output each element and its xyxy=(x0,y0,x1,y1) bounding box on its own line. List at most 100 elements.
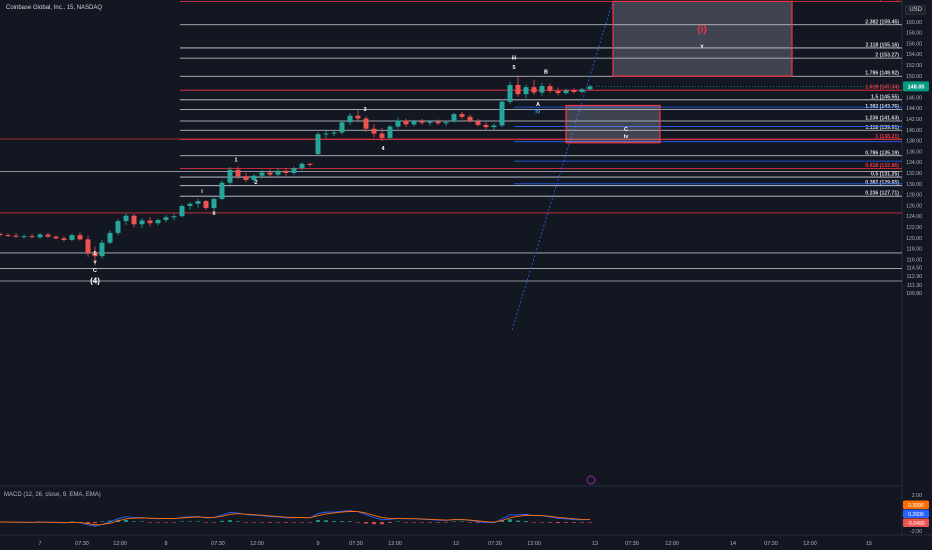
candle-body xyxy=(139,220,145,225)
wave-label[interactable]: iii xyxy=(512,56,517,62)
wave-label[interactable]: (i) xyxy=(697,25,706,36)
candle-body xyxy=(291,168,297,173)
candle-body xyxy=(219,182,225,199)
candle-body xyxy=(307,163,313,165)
macd-histogram-bar xyxy=(372,522,376,525)
wave-label[interactable]: ii xyxy=(212,211,216,217)
time-tick-label: 12:00 xyxy=(665,541,679,547)
candle-body xyxy=(85,239,91,253)
target-boxes[interactable] xyxy=(565,0,793,144)
macd-pane: 2.00 -2.00 0.3096 0.2606 -0.0490 xyxy=(0,493,929,535)
fib-level-label: 2.382 (159.45) xyxy=(865,19,899,25)
wave-iv-zone[interactable] xyxy=(565,104,661,144)
wave-label[interactable]: A xyxy=(536,102,540,108)
candle-body xyxy=(515,84,521,95)
fib-level-label: 2.618 (163.78) xyxy=(865,0,899,2)
candle-body xyxy=(347,115,353,123)
price-tick-label: 136.00 xyxy=(906,149,922,155)
candle-body xyxy=(179,205,185,217)
candle-body xyxy=(195,201,201,204)
candle-body xyxy=(131,215,137,225)
price-tick-label: 118.00 xyxy=(907,247,923,253)
time-tick-label: 9 xyxy=(317,541,320,547)
trend-line[interactable] xyxy=(511,3,613,331)
currency-button[interactable]: USD xyxy=(905,5,926,15)
wave-label[interactable]: C xyxy=(93,268,97,274)
macd-histogram-bar xyxy=(412,522,416,523)
macd-histogram-bar xyxy=(452,521,456,522)
wave-label[interactable]: C xyxy=(624,127,628,133)
candle-body xyxy=(355,115,361,119)
candle-body xyxy=(29,236,35,238)
macd-histogram-bar xyxy=(444,522,448,523)
time-tick-label: 12:00 xyxy=(250,541,264,547)
wave-label[interactable]: 5 xyxy=(512,65,515,71)
fib-level-label: 1.618 (147.34) xyxy=(865,85,899,91)
wave-label[interactable]: iv xyxy=(624,134,630,140)
macd-histogram-bar xyxy=(580,522,584,523)
macd-histogram-bar xyxy=(284,522,288,523)
fib-level-label: 1.236 (141.63) xyxy=(865,115,899,121)
candle-body xyxy=(163,217,169,220)
candle-body xyxy=(259,172,265,176)
candle-body xyxy=(467,116,473,122)
last-price-badge[interactable] xyxy=(903,81,929,92)
wave-label[interactable]: 4 xyxy=(381,146,385,152)
price-tick-label: 122.00 xyxy=(906,225,922,231)
candle-body xyxy=(579,89,585,92)
fib-extension[interactable]: 2.618 (163.78) 2.382 (159.45) 2.118 (155.1… xyxy=(0,0,902,331)
candle-body xyxy=(475,121,481,125)
macd-histogram-bar xyxy=(332,521,336,522)
price-axis[interactable]: 160.00 158.00 156.00 154.00 152.00 150.00 148.… xyxy=(596,20,929,297)
candle-body xyxy=(451,114,457,122)
macd-histogram-bar xyxy=(156,522,160,523)
fib-level-label: 1.786 (149.92) xyxy=(865,71,899,77)
wave-label[interactable]: IV xyxy=(535,110,541,116)
price-tick-label: 120.00 xyxy=(906,236,922,242)
price-tick-label: 156.00 xyxy=(906,41,922,47)
wave-label[interactable]: (4) xyxy=(90,277,100,286)
macd-histogram-bar xyxy=(500,520,504,522)
candle-body xyxy=(323,133,329,135)
wave-label[interactable]: v xyxy=(93,260,97,266)
macd-histogram-bar xyxy=(86,522,90,524)
macd-histogram-bar xyxy=(196,521,200,522)
price-tick-label: 144.00 xyxy=(906,106,922,112)
price-tick-label: 109.80 xyxy=(906,291,922,297)
macd-tick-label: 2.00 xyxy=(912,493,922,499)
candle-body xyxy=(251,175,257,181)
fib-level-label: 0.786 (135.19) xyxy=(865,150,899,156)
price-tick-label: 132.00 xyxy=(906,171,922,177)
macd-histogram-bar xyxy=(244,522,248,523)
macd-histogram-bar xyxy=(140,521,144,522)
wave-label[interactable]: v xyxy=(700,44,704,50)
candle-body xyxy=(37,234,43,238)
wave-label[interactable]: 2 xyxy=(254,180,257,186)
macd-histogram-bar xyxy=(70,521,74,522)
candle-body xyxy=(435,121,441,124)
candle-body xyxy=(499,101,505,126)
candle-body xyxy=(379,133,385,138)
macd-histogram-bar xyxy=(172,522,176,523)
candle-body xyxy=(339,122,345,133)
price-tick-label: 124.00 xyxy=(906,214,922,220)
macd-histogram-bar xyxy=(124,519,128,522)
wave-label[interactable]: 1 xyxy=(234,158,237,164)
last-price-label: 148.05 xyxy=(907,85,924,91)
wave-label[interactable]: B xyxy=(544,70,548,76)
wave-label[interactable]: 3 xyxy=(363,107,366,113)
alert-marker-icon[interactable] xyxy=(586,475,596,485)
wave-i-target[interactable] xyxy=(612,0,793,77)
wave-label[interactable]: i xyxy=(201,189,203,195)
candle-body xyxy=(531,87,537,93)
candle-body xyxy=(13,235,19,237)
candle-body xyxy=(555,90,561,94)
time-axis[interactable]: 7 07:30 12:00 8 07:30 12:00 9 07:30 12:00 12 07:30… xyxy=(39,541,873,547)
macd-histogram-bar xyxy=(572,522,576,523)
candle-body xyxy=(0,234,3,236)
wave-label[interactable]: 5 xyxy=(93,251,96,257)
time-tick-label: 8 xyxy=(165,541,168,547)
macd-histogram-bar xyxy=(252,522,256,523)
